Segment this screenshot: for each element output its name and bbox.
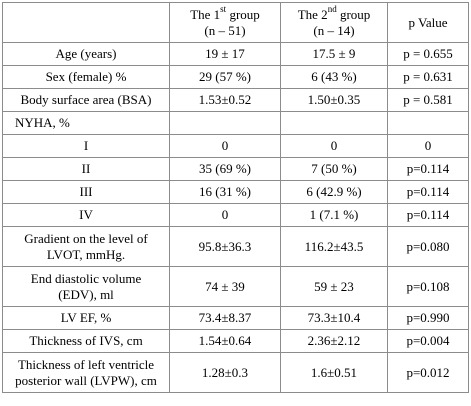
header-group1-n: (n – 51)	[204, 22, 246, 38]
table-row: NYHA, %	[2, 111, 469, 135]
header-group1-post: group	[226, 6, 260, 22]
row-label-line2: LVOT, mmHg.	[46, 246, 126, 262]
row-label-line1: Thickness of left ventricle	[17, 356, 155, 372]
p-value: p=0.012	[387, 352, 469, 393]
table-row: II 35 (69 %) 7 (50 %) p=0.114	[2, 157, 469, 181]
row-label: II	[2, 157, 170, 181]
row-label: End diastolic volume (EDV), ml	[2, 266, 170, 307]
group1-value: 16 (31 %)	[169, 180, 281, 204]
header-group2-n: (n – 14)	[313, 22, 355, 38]
group2-value: 1.50±0.35	[280, 88, 388, 112]
table-row: I 0 0 0	[2, 134, 469, 158]
group2-value: 1 (7.1 %)	[280, 203, 388, 227]
p-value	[387, 111, 469, 135]
group1-value: 1.53±0.52	[169, 88, 281, 112]
table-row: Thickness of left ventricle posterior wa…	[2, 352, 469, 393]
header-group2-pre: The 2	[297, 6, 328, 22]
group1-value: 73.4±8.37	[169, 306, 281, 330]
header-group2: The 2nd group (n – 14)	[280, 2, 388, 43]
p-value: p=0.114	[387, 157, 469, 181]
group2-value: 73.3±10.4	[280, 306, 388, 330]
p-value: p=0.114	[387, 180, 469, 204]
p-value: p=0.108	[387, 266, 469, 307]
p-value: p = 0.581	[387, 88, 469, 112]
header-group1: The 1st group (n – 51)	[169, 2, 281, 43]
row-label: Thickness of IVS, cm	[2, 329, 170, 353]
header-group2-post: group	[336, 6, 371, 22]
table-row: Thickness of IVS, cm 1.54±0.64 2.36±2.12…	[2, 329, 469, 353]
row-label-line2: (EDV), ml	[58, 286, 114, 302]
comparison-table: The 1st group (n – 51) The 2nd group (n …	[2, 2, 469, 393]
row-label: LV EF, %	[2, 306, 170, 330]
row-label-line1: Gradient on the level of	[24, 230, 148, 246]
group2-value: 17.5 ± 9	[280, 42, 388, 66]
table-row: End diastolic volume (EDV), ml 74 ± 39 5…	[2, 266, 469, 307]
group1-value: 19 ± 17	[169, 42, 281, 66]
p-value: p=0.114	[387, 203, 469, 227]
header-group2-sup: nd	[327, 4, 337, 15]
row-label: III	[2, 180, 170, 204]
p-value: p=0.080	[387, 226, 469, 267]
p-value: p = 0.631	[387, 65, 469, 89]
group1-value: 0	[169, 203, 281, 227]
header-empty-cell	[2, 2, 170, 43]
group1-value	[169, 111, 281, 135]
row-label: Body surface area (BSA)	[2, 88, 170, 112]
row-label: IV	[2, 203, 170, 227]
group1-value: 29 (57 %)	[169, 65, 281, 89]
table-row: LV EF, % 73.4±8.37 73.3±10.4 p=0.990	[2, 306, 469, 330]
p-value: p = 0.655	[387, 42, 469, 66]
group2-value: 2.36±2.12	[280, 329, 388, 353]
table-row: IV 0 1 (7.1 %) p=0.114	[2, 203, 469, 227]
group1-value: 74 ± 39	[169, 266, 281, 307]
row-label: Thickness of left ventricle posterior wa…	[2, 352, 170, 393]
table-row: Gradient on the level of LVOT, mmHg. 95.…	[2, 226, 469, 267]
table-row: III 16 (31 %) 6 (42.9 %) p=0.114	[2, 180, 469, 204]
row-label: NYHA, %	[2, 111, 170, 135]
group1-value: 35 (69 %)	[169, 157, 281, 181]
table-row: Age (years) 19 ± 17 17.5 ± 9 p = 0.655	[2, 42, 469, 66]
header-group1-sup: st	[220, 4, 227, 15]
group2-value: 6 (43 %)	[280, 65, 388, 89]
header-row: The 1st group (n – 51) The 2nd group (n …	[2, 2, 469, 43]
group2-value: 6 (42.9 %)	[280, 180, 388, 204]
row-label-line2: posterior wall (LVPW), cm	[15, 372, 157, 388]
group2-value: 59 ± 23	[280, 266, 388, 307]
group1-value: 95.8±36.3	[169, 226, 281, 267]
row-label: Gradient on the level of LVOT, mmHg.	[2, 226, 170, 267]
p-value: 0	[387, 134, 469, 158]
row-label-line1: End diastolic volume	[30, 270, 142, 286]
group1-value: 0	[169, 134, 281, 158]
group2-value: 0	[280, 134, 388, 158]
header-pvalue: p Value	[387, 2, 469, 43]
group1-value: 1.28±0.3	[169, 352, 281, 393]
row-label: I	[2, 134, 170, 158]
p-value: p=0.990	[387, 306, 469, 330]
group2-value: 116.2±43.5	[280, 226, 388, 267]
group2-value: 1.6±0.51	[280, 352, 388, 393]
group2-value: 7 (50 %)	[280, 157, 388, 181]
table-row: Sex (female) % 29 (57 %) 6 (43 %) p = 0.…	[2, 65, 469, 89]
group1-value: 1.54±0.64	[169, 329, 281, 353]
table-row: Body surface area (BSA) 1.53±0.52 1.50±0…	[2, 88, 469, 112]
p-value: p=0.004	[387, 329, 469, 353]
header-group1-pre: The 1	[190, 6, 221, 22]
row-label: Age (years)	[2, 42, 170, 66]
row-label: Sex (female) %	[2, 65, 170, 89]
group2-value	[280, 111, 388, 135]
